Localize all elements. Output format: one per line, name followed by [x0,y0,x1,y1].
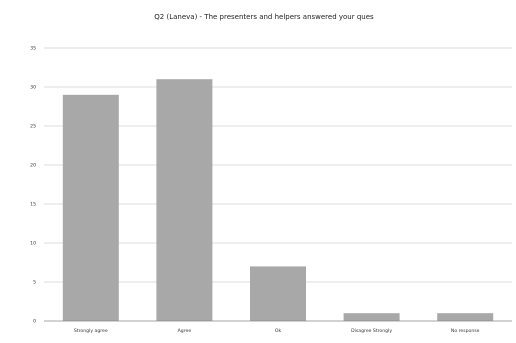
y-tick-label: 15 [30,202,36,208]
x-tick-label: Agree [178,328,192,334]
y-axis-ticks: 0 5 10 15 20 25 30 35 [30,46,36,325]
y-tick-label: 0 [33,319,36,325]
y-tick-label: 5 [33,280,36,286]
bar-no-response [437,313,494,321]
y-tick-label: 20 [30,163,36,169]
y-tick-label: 10 [30,241,36,247]
bars [62,79,494,321]
x-tick-label: Strongly agree [74,328,108,334]
bar-disagree-strongly [343,313,400,321]
x-tick-label: Disagree Strongly [351,328,392,334]
x-tick-label: Ok [275,328,282,334]
x-axis-labels: Strongly agree Agree Ok Disagree Strongly No… [74,328,480,334]
y-tick-label: 25 [30,124,36,130]
bar-ok [250,266,306,321]
bar-agree [156,79,213,321]
grid-lines [44,47,512,283]
y-tick-label: 30 [30,85,36,91]
x-tick-label: No response [451,328,480,334]
chart-title: Q2 (Laneva) - The presenters and helpers… [154,13,374,21]
bar-strongly-agree [62,94,119,321]
y-tick-label: 35 [30,46,36,52]
